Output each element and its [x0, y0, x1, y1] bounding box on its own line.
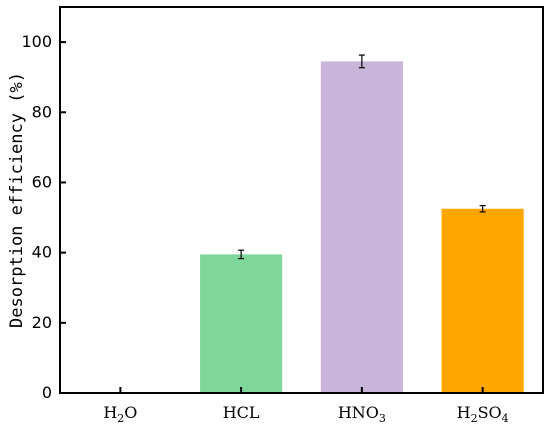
bar-2: [320, 61, 403, 394]
error-bars-layer: [238, 54, 486, 260]
x-tick-label-0: H2O: [103, 403, 137, 425]
y-tick-label-2: 40: [32, 243, 52, 262]
error-bar-2: [358, 54, 365, 69]
x-tick-label-2: HNO3: [338, 403, 386, 425]
y-tick-label-3: 60: [32, 172, 52, 191]
y-tick-label-4: 80: [32, 102, 52, 121]
y-tick-label-0: 0: [42, 383, 52, 402]
bar-1: [200, 254, 283, 393]
plot-frame: [59, 6, 544, 394]
x-tick-label-3: H2SO4: [457, 403, 509, 425]
y-tick-label-1: 20: [32, 313, 52, 332]
bars-layer: [200, 61, 524, 394]
error-bar-3: [479, 205, 486, 213]
y-axis-label: Desorption efficiency (%): [7, 72, 27, 328]
bar-3: [441, 208, 524, 393]
y-axis: 0 20 40 60 80 100: [21, 32, 66, 402]
error-bar-1: [238, 249, 245, 260]
x-axis: H2O HCL HNO3 H2SO4: [103, 387, 509, 425]
y-tick-label-5: 100: [21, 32, 52, 51]
x-tick-label-1: HCL: [223, 403, 260, 422]
